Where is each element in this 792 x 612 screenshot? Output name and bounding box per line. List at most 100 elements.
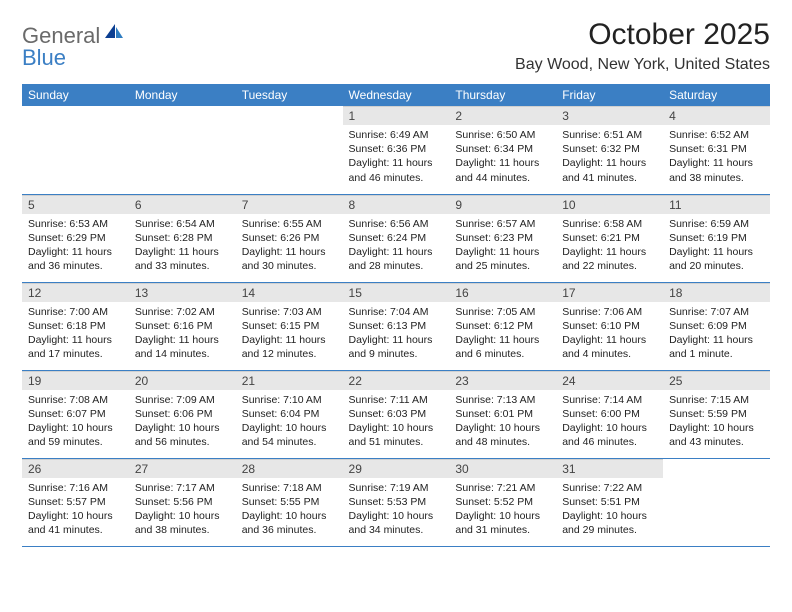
- calendar-day-cell: [129, 106, 236, 194]
- calendar-day-cell: 16Sunrise: 7:05 AMSunset: 6:12 PMDayligh…: [449, 282, 556, 370]
- sunrise-line: Sunrise: 7:04 AM: [349, 305, 444, 319]
- day-number: 26: [22, 459, 129, 478]
- sunset-line: Sunset: 6:15 PM: [242, 319, 337, 333]
- day-number: 11: [663, 195, 770, 214]
- logo-text-blue: Blue: [22, 47, 124, 69]
- day-number: 22: [343, 371, 450, 390]
- sunrise-line: Sunrise: 7:14 AM: [562, 393, 657, 407]
- sunset-line: Sunset: 5:53 PM: [349, 495, 444, 509]
- sunrise-line: Sunrise: 7:13 AM: [455, 393, 550, 407]
- weekday-header: Monday: [129, 84, 236, 106]
- weekday-header: Sunday: [22, 84, 129, 106]
- day-details: Sunrise: 6:53 AMSunset: 6:29 PMDaylight:…: [22, 214, 129, 278]
- day-number: 14: [236, 283, 343, 302]
- day-details: Sunrise: 7:11 AMSunset: 6:03 PMDaylight:…: [343, 390, 450, 454]
- title-block: October 2025 Bay Wood, New York, United …: [515, 18, 770, 74]
- daylight-line: Daylight: 10 hours and 59 minutes.: [28, 421, 123, 449]
- calendar-day-cell: 29Sunrise: 7:19 AMSunset: 5:53 PMDayligh…: [343, 458, 450, 546]
- day-number: 6: [129, 195, 236, 214]
- sunset-line: Sunset: 6:21 PM: [562, 231, 657, 245]
- calendar-day-cell: 2Sunrise: 6:50 AMSunset: 6:34 PMDaylight…: [449, 106, 556, 194]
- daylight-line: Daylight: 11 hours and 17 minutes.: [28, 333, 123, 361]
- sunrise-line: Sunrise: 6:56 AM: [349, 217, 444, 231]
- calendar-day-cell: 4Sunrise: 6:52 AMSunset: 6:31 PMDaylight…: [663, 106, 770, 194]
- day-number: 27: [129, 459, 236, 478]
- sunrise-line: Sunrise: 7:17 AM: [135, 481, 230, 495]
- day-number: 23: [449, 371, 556, 390]
- sail-icon: [104, 24, 124, 47]
- day-number: 20: [129, 371, 236, 390]
- calendar-day-cell: [22, 106, 129, 194]
- day-number: 31: [556, 459, 663, 478]
- sunset-line: Sunset: 6:06 PM: [135, 407, 230, 421]
- daylight-line: Daylight: 11 hours and 41 minutes.: [562, 156, 657, 184]
- header: General Blue October 2025 Bay Wood, New …: [22, 18, 770, 74]
- sunrise-line: Sunrise: 7:00 AM: [28, 305, 123, 319]
- day-number: 7: [236, 195, 343, 214]
- calendar-day-cell: 21Sunrise: 7:10 AMSunset: 6:04 PMDayligh…: [236, 370, 343, 458]
- calendar-day-cell: 15Sunrise: 7:04 AMSunset: 6:13 PMDayligh…: [343, 282, 450, 370]
- daylight-line: Daylight: 11 hours and 33 minutes.: [135, 245, 230, 273]
- day-details: Sunrise: 7:21 AMSunset: 5:52 PMDaylight:…: [449, 478, 556, 542]
- sunset-line: Sunset: 6:26 PM: [242, 231, 337, 245]
- day-number: 19: [22, 371, 129, 390]
- sunset-line: Sunset: 5:59 PM: [669, 407, 764, 421]
- sunset-line: Sunset: 6:09 PM: [669, 319, 764, 333]
- calendar-day-cell: 22Sunrise: 7:11 AMSunset: 6:03 PMDayligh…: [343, 370, 450, 458]
- weekday-header: Tuesday: [236, 84, 343, 106]
- sunrise-line: Sunrise: 7:03 AM: [242, 305, 337, 319]
- day-details: Sunrise: 6:52 AMSunset: 6:31 PMDaylight:…: [663, 125, 770, 189]
- logo: General Blue: [22, 24, 124, 69]
- daylight-line: Daylight: 11 hours and 28 minutes.: [349, 245, 444, 273]
- sunset-line: Sunset: 6:12 PM: [455, 319, 550, 333]
- calendar-day-cell: 31Sunrise: 7:22 AMSunset: 5:51 PMDayligh…: [556, 458, 663, 546]
- day-number: 3: [556, 106, 663, 125]
- calendar-day-cell: 30Sunrise: 7:21 AMSunset: 5:52 PMDayligh…: [449, 458, 556, 546]
- day-number: 24: [556, 371, 663, 390]
- sunrise-line: Sunrise: 7:19 AM: [349, 481, 444, 495]
- sunset-line: Sunset: 6:34 PM: [455, 142, 550, 156]
- sunrise-line: Sunrise: 7:16 AM: [28, 481, 123, 495]
- day-details: Sunrise: 6:49 AMSunset: 6:36 PMDaylight:…: [343, 125, 450, 189]
- daylight-line: Daylight: 10 hours and 34 minutes.: [349, 509, 444, 537]
- daylight-line: Daylight: 11 hours and 30 minutes.: [242, 245, 337, 273]
- calendar-table: SundayMondayTuesdayWednesdayThursdayFrid…: [22, 84, 770, 547]
- day-details: Sunrise: 7:05 AMSunset: 6:12 PMDaylight:…: [449, 302, 556, 366]
- weekday-header: Saturday: [663, 84, 770, 106]
- sunrise-line: Sunrise: 7:09 AM: [135, 393, 230, 407]
- day-number: 18: [663, 283, 770, 302]
- day-details: Sunrise: 7:22 AMSunset: 5:51 PMDaylight:…: [556, 478, 663, 542]
- daylight-line: Daylight: 10 hours and 46 minutes.: [562, 421, 657, 449]
- calendar-week-row: 26 Sunrise: 7:16 AMSunset: 5:57 PM Dayligh…: [22, 458, 770, 546]
- day-details: Sunrise: 6:58 AMSunset: 6:21 PMDaylight:…: [556, 214, 663, 278]
- day-number: 15: [343, 283, 450, 302]
- day-details: Sunrise: 7:03 AMSunset: 6:15 PMDaylight:…: [236, 302, 343, 366]
- day-details: Sunrise: 7:08 AMSunset: 6:07 PMDaylight:…: [22, 390, 129, 454]
- calendar-day-cell: 19Sunrise: 7:08 AMSunset: 6:07 PMDayligh…: [22, 370, 129, 458]
- calendar-page: General Blue October 2025 Bay Wood, New …: [0, 0, 792, 565]
- sunset-line: Sunset: 5:57 PM: [28, 495, 123, 509]
- daylight-line: Daylight: 10 hours and 51 minutes.: [349, 421, 444, 449]
- weekday-header-row: SundayMondayTuesdayWednesdayThursdayFrid…: [22, 84, 770, 106]
- sunset-line: Sunset: 6:29 PM: [28, 231, 123, 245]
- daylight-line: Daylight: 11 hours and 25 minutes.: [455, 245, 550, 273]
- sunrise-line: Sunrise: 7:08 AM: [28, 393, 123, 407]
- day-details: Sunrise: 7:18 AMSunset: 5:55 PMDaylight:…: [236, 478, 343, 542]
- daylight-line: Daylight: 10 hours and 54 minutes.: [242, 421, 337, 449]
- sunrise-line: Sunrise: 6:55 AM: [242, 217, 337, 231]
- calendar-week-row: 5Sunrise: 6:53 AMSunset: 6:29 PMDaylight…: [22, 194, 770, 282]
- daylight-line: Daylight: 11 hours and 6 minutes.: [455, 333, 550, 361]
- sunrise-line: Sunrise: 7:21 AM: [455, 481, 550, 495]
- sunset-line: Sunset: 5:52 PM: [455, 495, 550, 509]
- day-details: Sunrise: 7:15 AMSunset: 5:59 PMDaylight:…: [663, 390, 770, 454]
- day-details: Sunrise: 7:14 AMSunset: 6:00 PMDaylight:…: [556, 390, 663, 454]
- calendar-day-cell: 7 Sunrise: 6:55 AMSunset: 6:26 PMDaylight…: [236, 194, 343, 282]
- day-details: Sunrise: 7:04 AMSunset: 6:13 PMDaylight:…: [343, 302, 450, 366]
- day-number: 10: [556, 195, 663, 214]
- sunset-line: Sunset: 6:03 PM: [349, 407, 444, 421]
- day-details: Sunrise: 6:56 AMSunset: 6:24 PMDaylight:…: [343, 214, 450, 278]
- sunrise-line: Sunrise: 6:53 AM: [28, 217, 123, 231]
- sunrise-line: Sunrise: 7:11 AM: [349, 393, 444, 407]
- calendar-day-cell: 6Sunrise: 6:54 AMSunset: 6:28 PMDaylight…: [129, 194, 236, 282]
- daylight-line: Daylight: 10 hours and 38 minutes.: [135, 509, 230, 537]
